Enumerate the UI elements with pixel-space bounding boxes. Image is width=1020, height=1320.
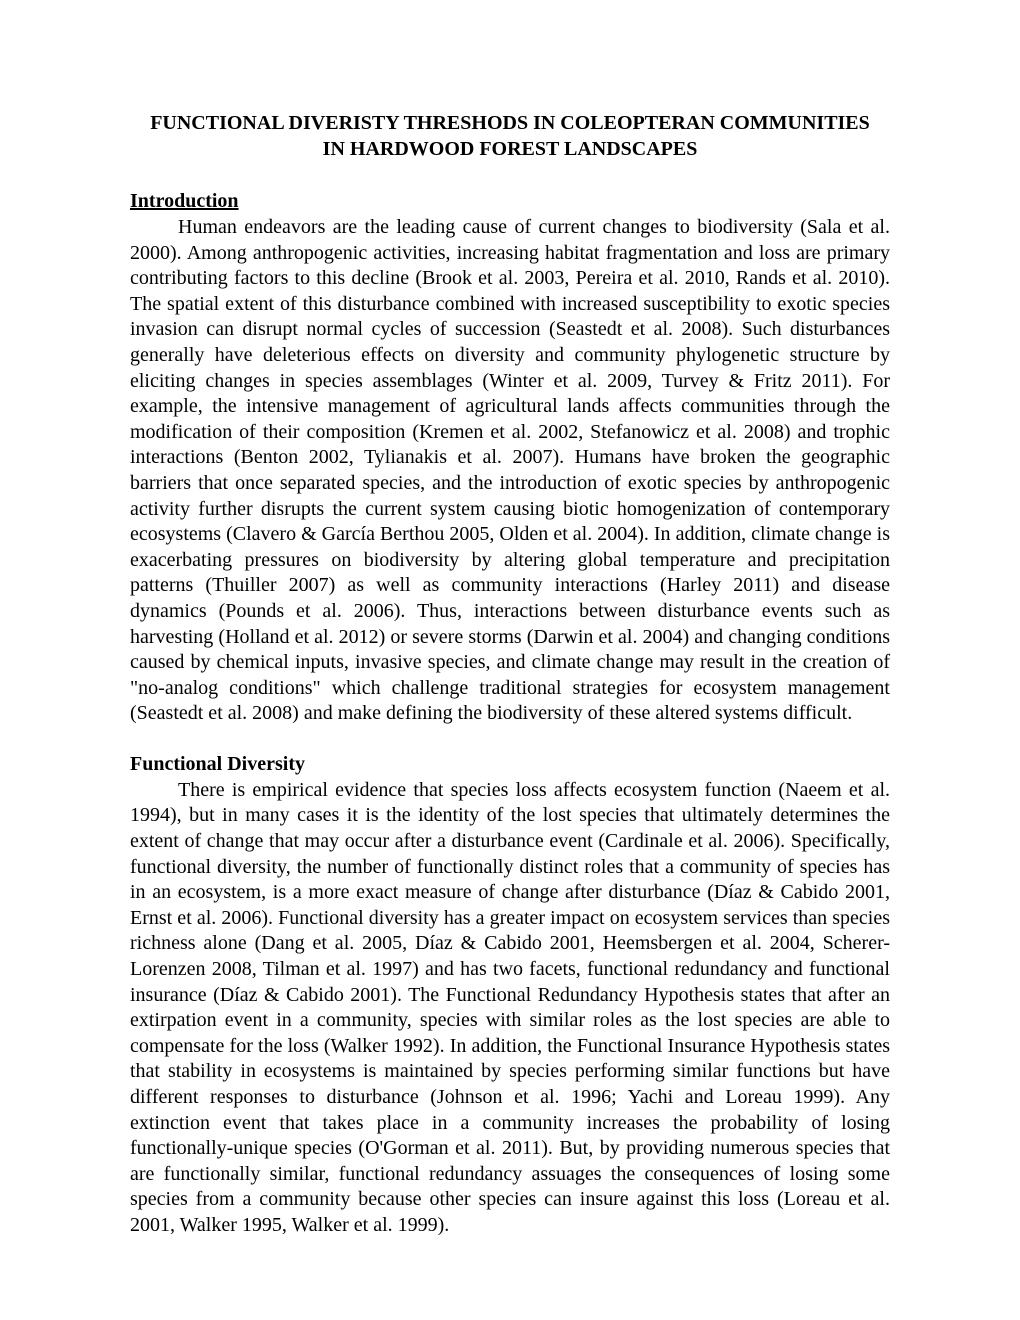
title-line-2: IN HARDWOOD FOREST LANDSCAPES: [323, 138, 698, 160]
title-line-1: FUNCTIONAL DIVERISTY THRESHODS IN COLEOP…: [150, 112, 870, 134]
document-title: FUNCTIONAL DIVERISTY THRESHODS IN COLEOP…: [130, 110, 890, 162]
intro-paragraph: Human endeavors are the leading cause of…: [130, 215, 890, 727]
intro-heading: Introduction: [130, 190, 890, 213]
functional-diversity-paragraph: There is empirical evidence that species…: [130, 778, 890, 1239]
functional-diversity-heading: Functional Diversity: [130, 753, 890, 776]
